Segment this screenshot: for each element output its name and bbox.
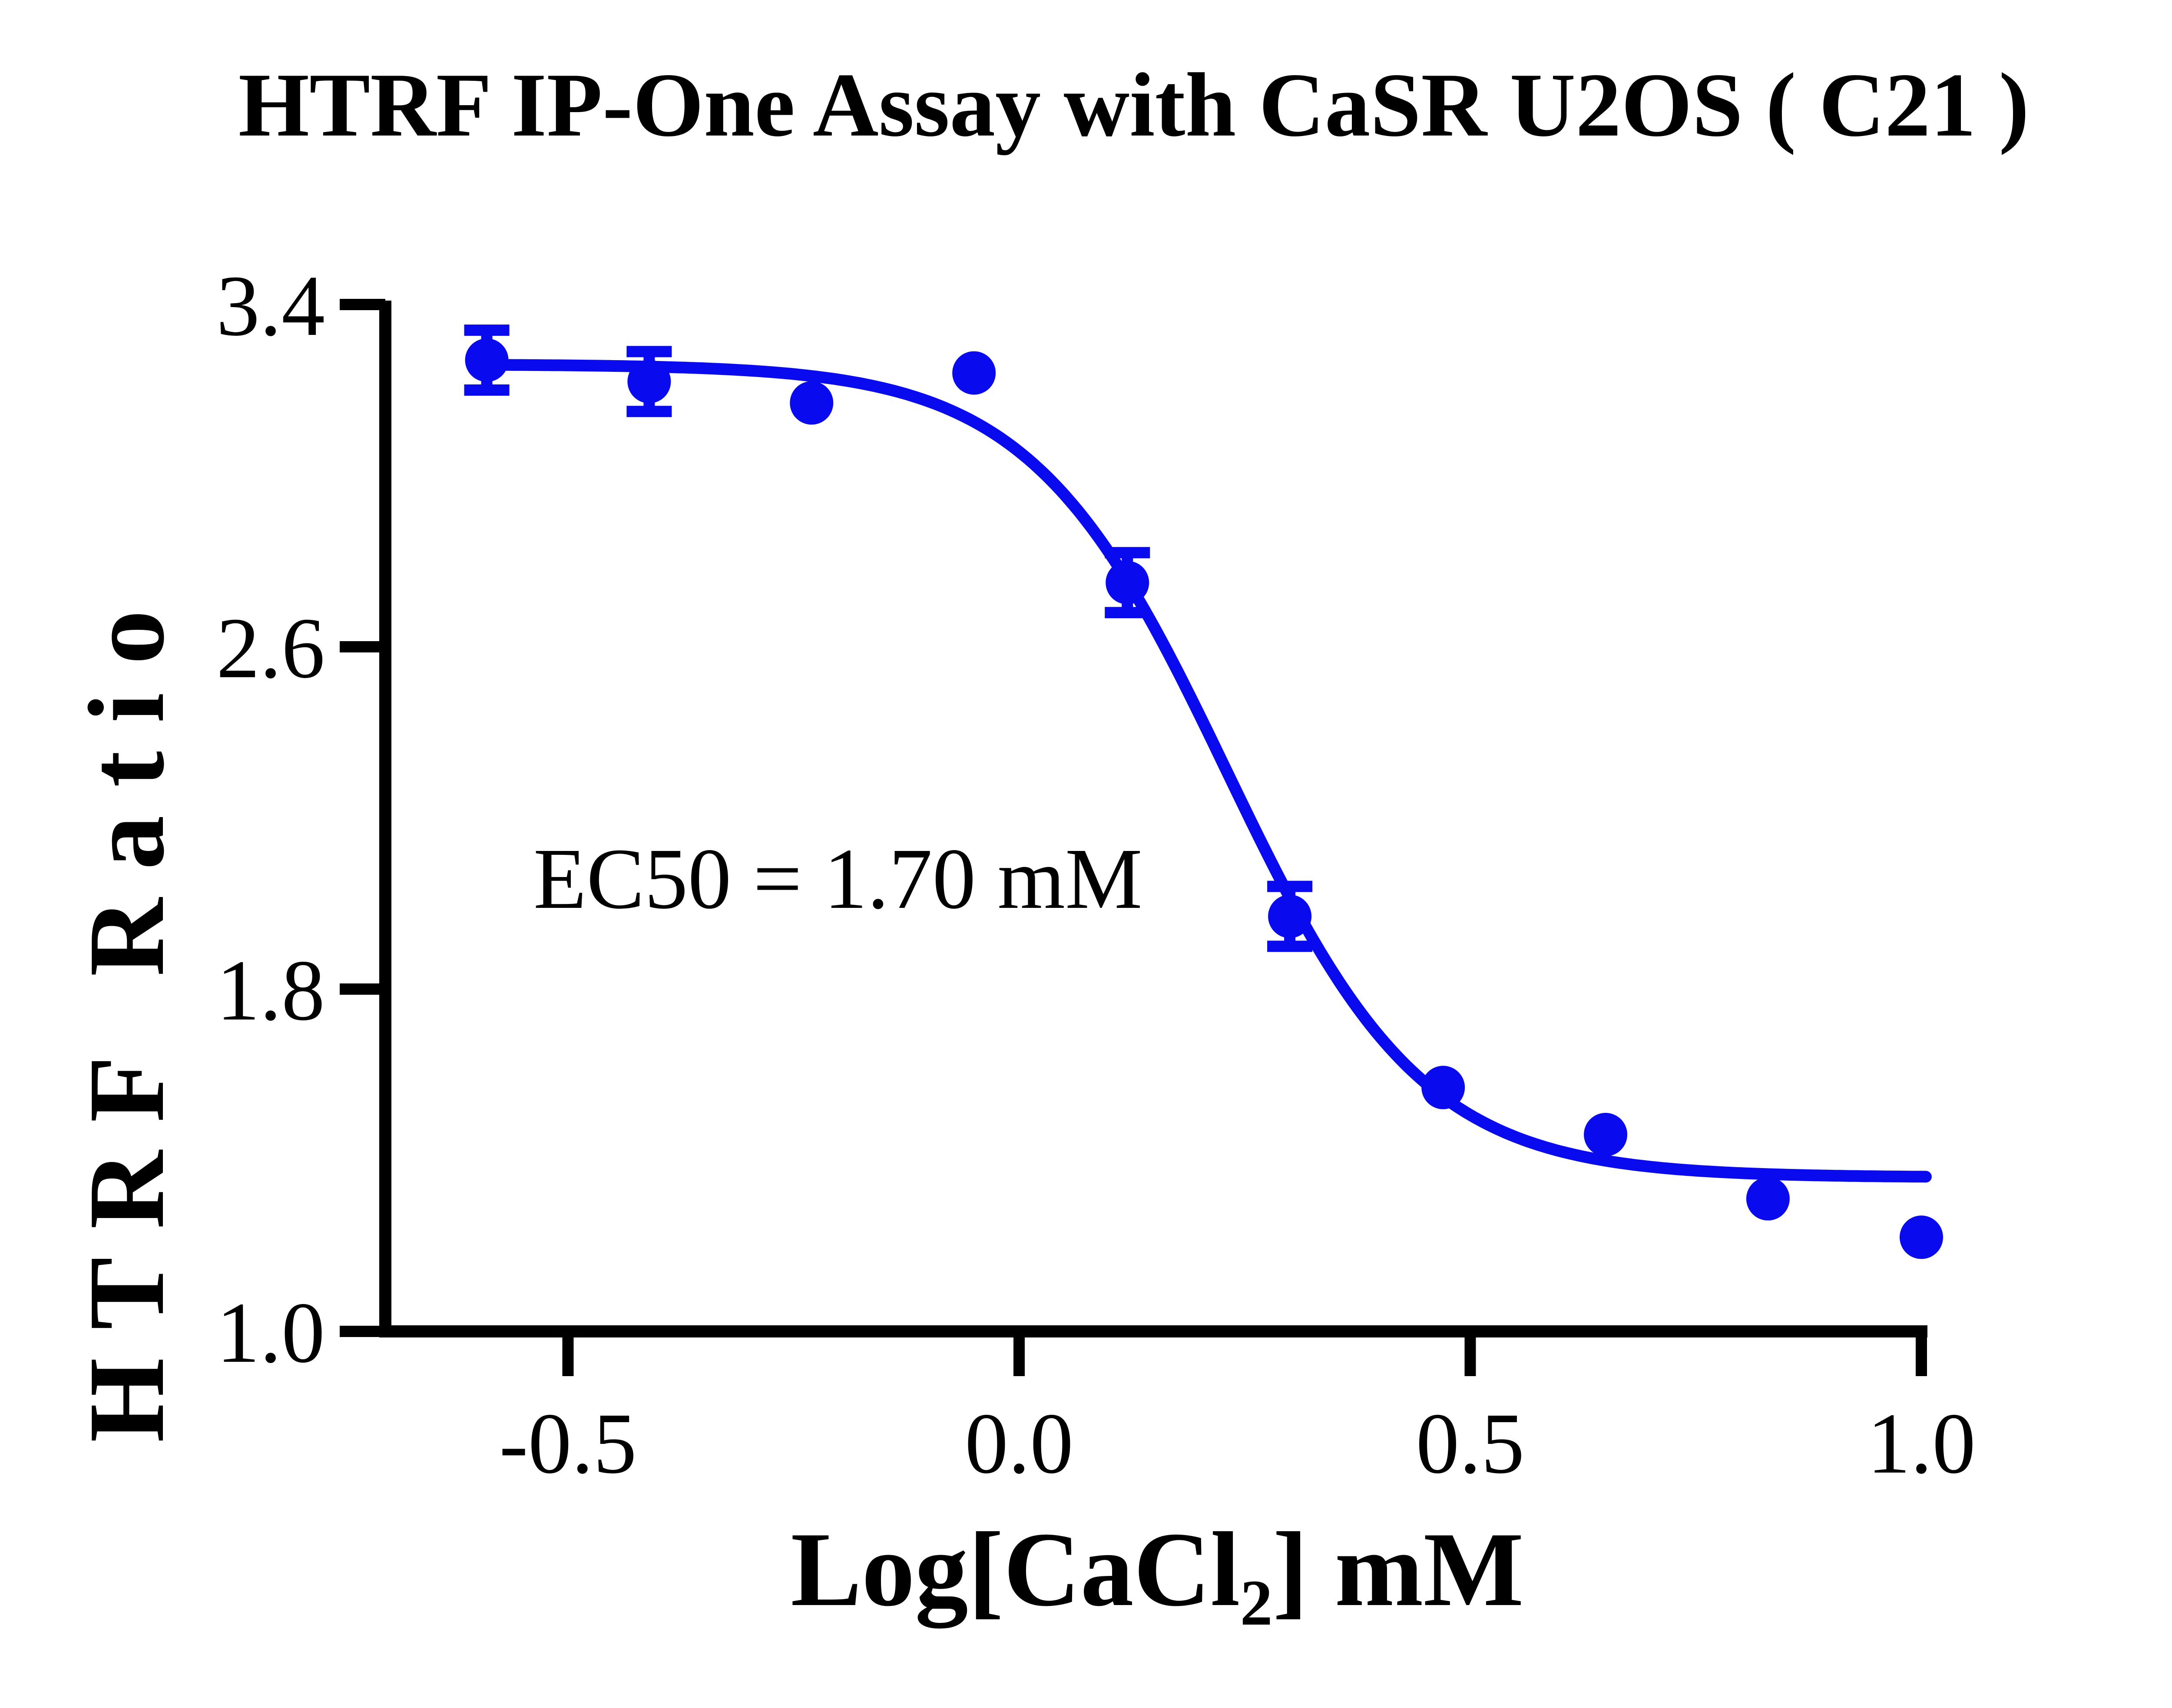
data-point: [1268, 894, 1312, 938]
data-point: [1421, 1066, 1465, 1109]
data-points: [465, 338, 1943, 1259]
axes: [379, 301, 1927, 1337]
data-point: [1106, 561, 1149, 605]
y-tick-label: 1.8: [216, 943, 325, 1039]
y-axis-label: HTRF Ratio: [66, 582, 187, 1443]
x-axis-label-pre: Log[CaCl: [791, 1510, 1240, 1629]
ec50-annotation: EC50 = 1.70 mM: [533, 831, 1142, 927]
x-tick-label: -0.5: [499, 1396, 637, 1492]
x-axis-label-subscript: 2: [1240, 1567, 1273, 1639]
y-tick-label: 1.0: [216, 1285, 325, 1381]
x-tick-label: 1.0: [1867, 1396, 1976, 1492]
y-ticks: 3.4 2.6 1.8 1.0: [216, 258, 385, 1381]
data-point: [1746, 1177, 1790, 1221]
x-ticks: -0.5 0.0 0.5 1.0: [499, 1331, 1976, 1492]
x-axis-label: Log[CaCl2] mM: [791, 1510, 1524, 1639]
x-tick-label: 0.0: [965, 1396, 1073, 1492]
x-axis-label-post: ] mM: [1273, 1510, 1524, 1628]
data-point: [627, 360, 671, 404]
fit-curve-line: [481, 359, 1932, 1183]
data-point: [1900, 1215, 1943, 1259]
data-point: [952, 351, 996, 395]
x-tick-label: 0.5: [1416, 1396, 1525, 1492]
chart-title: HTRF IP-One Assay with CaSR U2OS ( C21 ): [238, 55, 2029, 156]
data-point: [790, 381, 834, 425]
y-tick-label: 2.6: [216, 600, 325, 696]
y-tick-label: 3.4: [216, 258, 325, 354]
data-point: [1584, 1112, 1628, 1156]
data-point: [465, 338, 509, 382]
